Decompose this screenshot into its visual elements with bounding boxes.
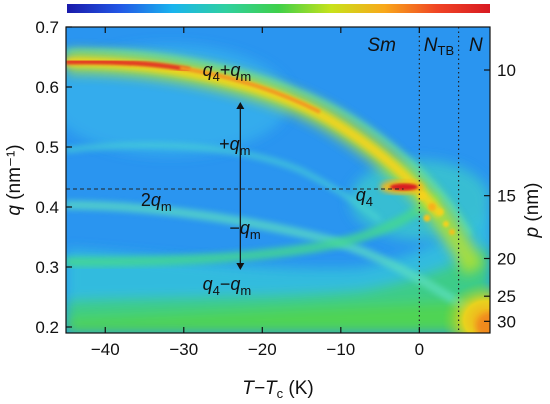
heatmap-ntb-spot	[428, 203, 436, 211]
peak-annotation: q4+qm	[203, 60, 252, 84]
heatmap-inner-arc	[66, 142, 382, 223]
y-axis-label: q (nm⁻¹)	[4, 144, 25, 215]
phase-label: N	[469, 35, 483, 56]
heatmap-q4-peak	[390, 183, 418, 191]
peak-annotation: −qm	[229, 218, 260, 242]
peak-annotation: +qm	[219, 134, 250, 158]
heatmap-outer-arc	[66, 48, 473, 237]
peak-annotation: q4	[356, 185, 373, 209]
y-tick-label: 0.7	[35, 18, 59, 37]
heatmap-hot-corner-core	[476, 312, 490, 333]
y-tick-label: 0.6	[35, 78, 59, 97]
heatmap-ntb-spot	[418, 192, 426, 200]
arrow-up-head	[236, 102, 245, 109]
y-tick-label: 0.2	[35, 318, 59, 337]
p-tick-label: 25	[497, 287, 516, 306]
peak-annotation: q4−qm	[203, 274, 252, 298]
heatmap-ntb-spot	[443, 221, 449, 227]
heatmap-ntb-spot	[436, 208, 444, 216]
heatmap-q4-minus-qm-branch	[66, 190, 443, 267]
x-tick-label: −40	[91, 340, 120, 359]
plot-frame	[65, 26, 491, 334]
heatmap-ntb-spot	[423, 214, 431, 222]
phase-label: NTB	[424, 35, 454, 58]
heatmap-q4-plus-qm-orange	[179, 66, 321, 114]
p-tick-label: 20	[497, 250, 516, 269]
y-tick-label: 0.4	[35, 198, 59, 217]
heatmap-bottom-green	[66, 300, 490, 333]
p-tick-label: 10	[497, 61, 516, 80]
p-tick-label: 30	[497, 312, 516, 331]
x-axis-label: T−Tc (K)	[242, 378, 313, 401]
p-tick-label: 15	[497, 187, 516, 206]
heatmap-q4-plus-qm-arc	[66, 57, 444, 218]
x-tick-label: −30	[169, 340, 198, 359]
y-tick-label: 0.3	[35, 258, 59, 277]
x-tick-label: −20	[248, 340, 277, 359]
x-tick-label: 0	[415, 340, 424, 359]
y-tick-label: 0.5	[35, 138, 59, 157]
heatmap-ntb-spot	[449, 229, 455, 235]
x-tick-label: −10	[326, 340, 355, 359]
peak-annotation: 2qm	[141, 190, 172, 214]
arrow-down-head	[236, 263, 245, 270]
heatmap-q4-plus-qm-core	[66, 59, 191, 73]
p-axis-label: p (nm)	[522, 183, 543, 239]
colorbar	[67, 4, 490, 13]
phase-label: Sm	[367, 35, 396, 56]
